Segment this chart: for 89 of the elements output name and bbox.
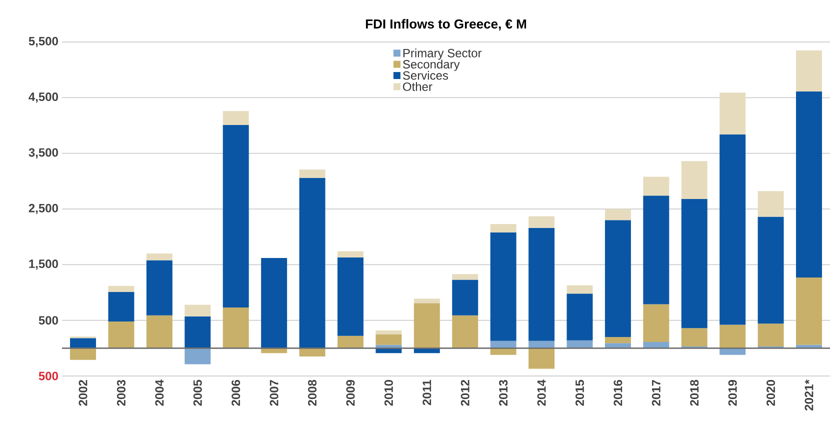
x-tick-label: 2003 bbox=[116, 380, 126, 406]
bar bbox=[299, 178, 326, 348]
bar bbox=[490, 232, 516, 341]
bar bbox=[720, 324, 746, 348]
x-tick-label: 2013 bbox=[499, 380, 508, 406]
bar bbox=[720, 92, 746, 134]
x-tick-label: 2009 bbox=[346, 380, 355, 406]
x-tick-label: 2008 bbox=[308, 380, 317, 406]
legend-label: Other bbox=[403, 82, 432, 91]
bar bbox=[490, 224, 516, 232]
legend-label: Services bbox=[402, 70, 448, 80]
bar bbox=[796, 50, 822, 92]
x-tick-label: 2011 bbox=[422, 380, 432, 406]
bar bbox=[758, 324, 784, 346]
bar bbox=[222, 308, 249, 348]
y-tick-label: 500 bbox=[38, 316, 58, 325]
x-tick-label: 2002 bbox=[78, 380, 88, 406]
bar bbox=[528, 340, 555, 348]
bar bbox=[70, 348, 96, 360]
chart-title: FDI Inflows to Greece, € M bbox=[366, 19, 526, 30]
bar bbox=[604, 337, 631, 344]
legend-label: Primary Sector bbox=[403, 48, 482, 60]
bar bbox=[681, 198, 708, 328]
bar bbox=[414, 303, 440, 348]
bar bbox=[108, 286, 134, 292]
bar bbox=[758, 216, 784, 324]
bar bbox=[184, 304, 211, 316]
x-tick-label: 2010 bbox=[384, 380, 393, 406]
bar bbox=[796, 277, 822, 345]
y-tick-label: 4,500 bbox=[28, 92, 58, 103]
x-tick-label: 2020 bbox=[766, 380, 776, 406]
bar bbox=[222, 124, 249, 308]
x-tick-label: 2012 bbox=[460, 380, 470, 406]
x-tick-label: 2016 bbox=[614, 380, 622, 406]
x-tick-label: 2005 bbox=[193, 380, 202, 406]
bar bbox=[146, 260, 172, 316]
x-tick-label: 2004 bbox=[155, 380, 164, 406]
bar bbox=[414, 298, 440, 304]
bar bbox=[261, 258, 288, 348]
bar bbox=[376, 334, 402, 345]
bar bbox=[566, 340, 593, 348]
x-tick-label: 2014 bbox=[537, 380, 546, 406]
bar bbox=[643, 304, 670, 342]
bar bbox=[184, 348, 211, 364]
y-tick-label: 500 bbox=[38, 372, 58, 380]
bar bbox=[604, 209, 631, 220]
x-tick-label: 2018 bbox=[690, 380, 699, 406]
bar bbox=[146, 254, 172, 260]
bar bbox=[604, 220, 631, 338]
y-tick-label: 1,500 bbox=[29, 260, 58, 270]
bar bbox=[604, 343, 631, 348]
bar bbox=[528, 216, 555, 228]
bar bbox=[566, 294, 593, 340]
bar bbox=[681, 328, 708, 346]
y-tick-label: 5,500 bbox=[28, 36, 58, 48]
x-tick-label: 2017 bbox=[652, 380, 660, 406]
y-tick-label: 2,500 bbox=[28, 204, 58, 214]
bar bbox=[108, 292, 134, 322]
bar bbox=[337, 336, 364, 348]
x-tick-label: 2007 bbox=[270, 380, 278, 406]
x-tick-label: 2006 bbox=[232, 380, 240, 406]
bar bbox=[184, 316, 211, 348]
bar bbox=[681, 161, 708, 199]
bar bbox=[222, 111, 249, 125]
bar bbox=[337, 257, 364, 336]
bar bbox=[452, 274, 478, 280]
bar bbox=[528, 228, 555, 341]
legend-label: Secondary bbox=[402, 60, 460, 71]
x-tick-label: 2021* bbox=[804, 380, 814, 410]
bar bbox=[376, 330, 402, 334]
x-tick-label: 2015 bbox=[575, 380, 584, 406]
bar bbox=[643, 196, 670, 304]
bar bbox=[452, 315, 478, 348]
bar bbox=[337, 251, 364, 258]
bar bbox=[108, 321, 134, 348]
bar bbox=[490, 340, 516, 348]
bar bbox=[758, 191, 784, 217]
bar bbox=[796, 92, 822, 278]
bar bbox=[452, 280, 478, 316]
bar bbox=[643, 176, 670, 196]
bar bbox=[70, 338, 96, 348]
bar bbox=[643, 342, 670, 348]
bar bbox=[720, 134, 746, 325]
x-tick-label: 2019 bbox=[728, 380, 737, 406]
bar bbox=[528, 348, 555, 369]
bar bbox=[566, 285, 593, 294]
bar bbox=[146, 315, 172, 348]
y-tick-label: 3,500 bbox=[28, 148, 58, 158]
bar bbox=[299, 169, 326, 178]
